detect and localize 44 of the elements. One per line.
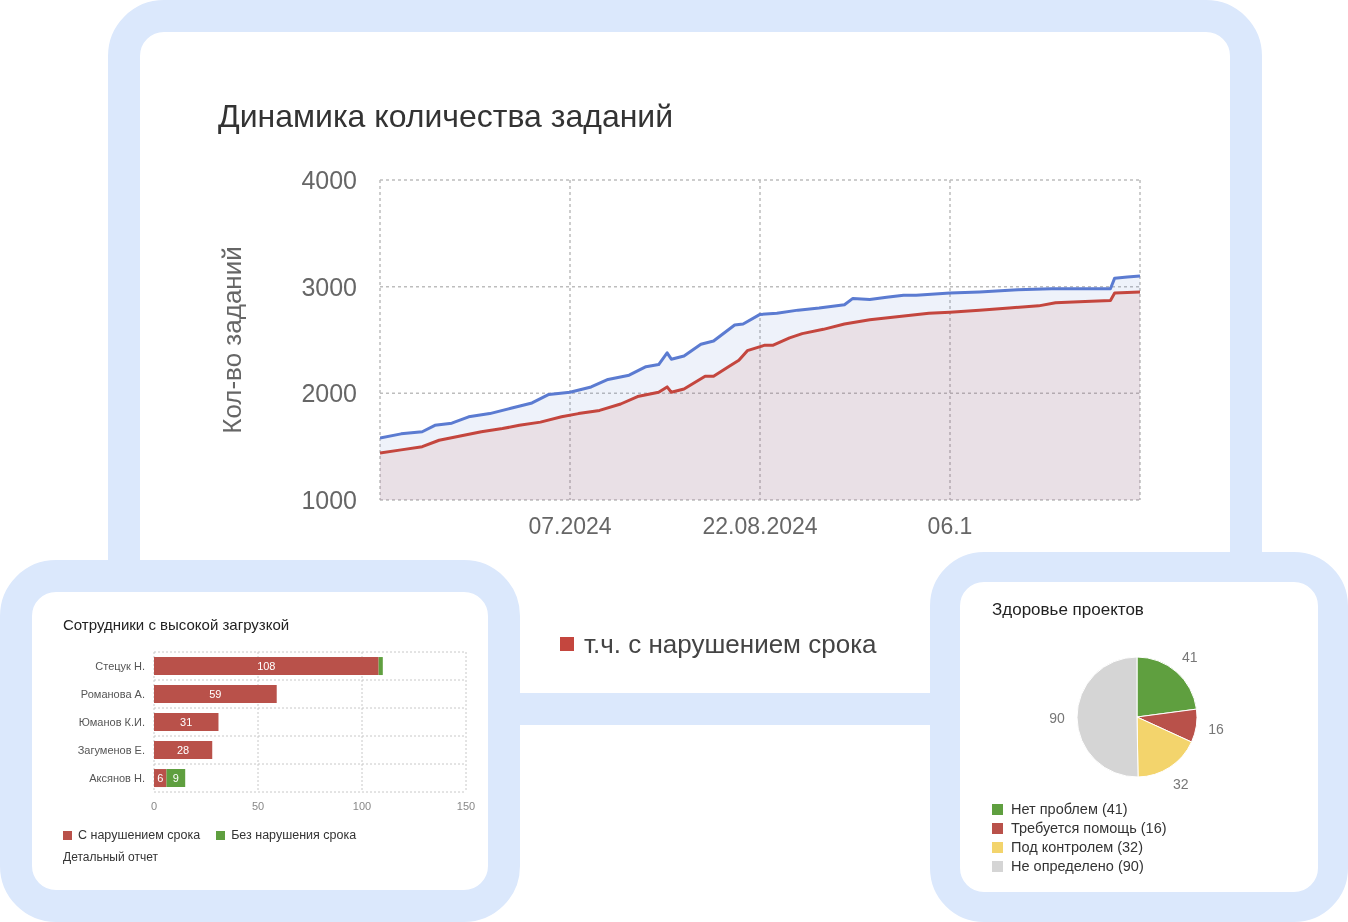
- x-tick-label: 150: [456, 799, 476, 812]
- bar: [154, 657, 379, 676]
- x-tick-label: 07.2024: [528, 513, 612, 540]
- text: Детальный отчет: [63, 850, 158, 864]
- data-label: 31: [180, 715, 193, 728]
- bar: [154, 685, 277, 704]
- chart-title: Здоровье проектов: [992, 600, 1144, 620]
- y-tick-label: 4000: [301, 165, 357, 194]
- y-tick-label: Романова А.: [80, 687, 145, 700]
- legend-label: С нарушением срока: [78, 828, 201, 844]
- x-tick-label: 22.08.2024: [702, 513, 818, 540]
- data-label: 41: [1181, 648, 1198, 665]
- bar: [154, 741, 213, 760]
- y-axis-title: Кол-во заданий: [216, 246, 248, 434]
- data-label: 90: [1049, 709, 1065, 726]
- x-tick-label: 50: [251, 799, 265, 812]
- data-label: 32: [1173, 775, 1189, 792]
- x-tick-label: 0: [150, 799, 158, 812]
- bar: [378, 657, 383, 676]
- data-label: 9: [172, 771, 179, 784]
- legend-label: т.ч. с нарушением срока: [584, 628, 877, 661]
- legend-label: Под контролем (32): [1011, 838, 1143, 857]
- data-label: 108: [257, 659, 276, 672]
- y-tick-label: 2000: [301, 379, 357, 408]
- data-label: 28: [176, 743, 190, 756]
- y-tick-label: Юманов К.И.: [78, 715, 145, 728]
- y-tick-label: 1000: [301, 485, 357, 514]
- legend-label: Требуется помощь (16): [1011, 819, 1167, 838]
- y-tick-label: Стецук Н.: [95, 659, 145, 672]
- data-label: 59: [209, 687, 222, 700]
- y-tick-label: Загуменов Е.: [77, 743, 145, 756]
- bar: [154, 713, 219, 732]
- chart-title: Динамика количества заданий: [218, 98, 674, 135]
- y-tick-label: Аксянов Н.: [89, 771, 145, 784]
- x-tick-label: 100: [352, 799, 372, 812]
- x-tick-label: 06.1: [927, 513, 973, 540]
- legend-label: Нет проблем (41): [1011, 800, 1128, 819]
- bar: [166, 769, 186, 788]
- data-label: 6: [157, 771, 164, 784]
- chart-title: Сотрудники с высокой загрузкой: [63, 616, 290, 633]
- legend-label: Без нарушения срока: [231, 828, 357, 844]
- y-tick-label: 3000: [301, 272, 357, 301]
- data-label: 16: [1208, 720, 1225, 737]
- legend-label: Не определено (90): [1011, 857, 1144, 876]
